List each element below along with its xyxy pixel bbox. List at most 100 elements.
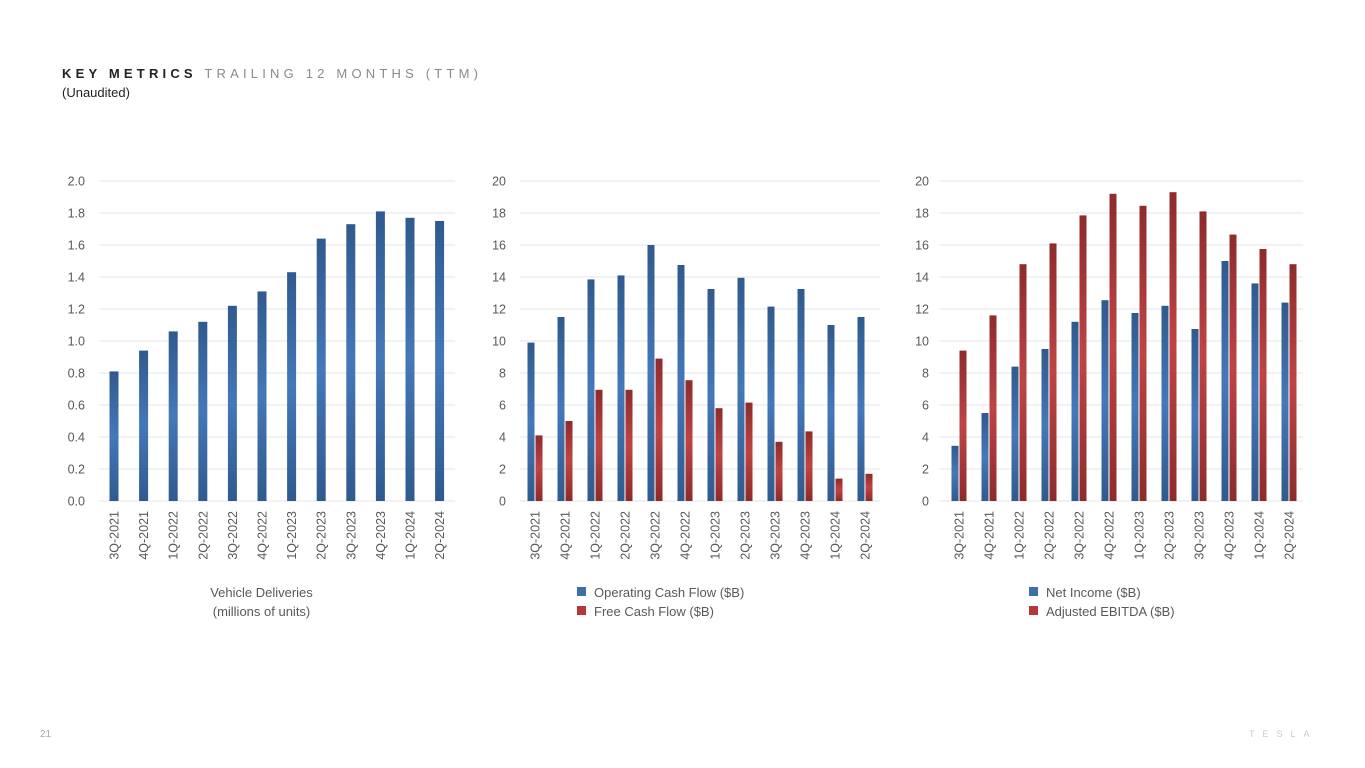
x-tick-label: 3Q-2023	[769, 511, 783, 560]
bar	[805, 431, 813, 501]
y-tick-label: 1.2	[68, 303, 85, 317]
x-tick-label: 3Q-2022	[226, 511, 240, 560]
bar	[951, 445, 959, 501]
bar	[1281, 302, 1289, 501]
bar	[1259, 249, 1267, 501]
brand-wordmark: TESLA	[1249, 729, 1318, 739]
bar	[745, 402, 753, 501]
x-tick-label: 3Q-2021	[953, 511, 967, 560]
bar	[857, 317, 865, 501]
x-tick-label: 3Q-2022	[1073, 511, 1087, 560]
bar	[587, 279, 595, 501]
x-tick-label: 4Q-2023	[1223, 511, 1237, 560]
bar	[1019, 264, 1027, 501]
bar	[989, 315, 997, 501]
y-tick-label: 18	[915, 207, 929, 221]
x-tick-label: 4Q-2022	[1103, 511, 1117, 560]
y-tick-label: 2	[499, 463, 506, 477]
x-tick-label: 4Q-2021	[559, 511, 573, 560]
x-tick-label: 1Q-2022	[167, 511, 181, 560]
y-tick-label: 6	[922, 399, 929, 413]
y-tick-label: 1.4	[68, 271, 85, 285]
bar	[527, 342, 535, 501]
x-tick-label: 1Q-2023	[1133, 511, 1147, 560]
chart-2: 0 2 4 6 8 10 12 14 16 18 20 3Q-2021 4Q-2021 1Q-2022 2Q…	[492, 175, 880, 619]
bar	[557, 317, 565, 501]
y-tick-label: 4	[922, 431, 929, 445]
bar	[1289, 264, 1297, 501]
legend-swatch	[577, 606, 586, 615]
bar	[677, 265, 685, 501]
bar	[707, 289, 715, 501]
y-tick-label: 14	[492, 271, 506, 285]
bar	[1131, 313, 1139, 501]
y-tick-label: 0.8	[68, 367, 85, 381]
y-tick-label: 10	[492, 335, 506, 349]
bar	[1161, 305, 1169, 501]
x-tick-label: 2Q-2023	[739, 511, 753, 560]
bar	[535, 435, 543, 501]
bar	[198, 321, 208, 501]
bar	[647, 245, 655, 501]
y-tick-label: 2.0	[68, 175, 85, 189]
bar	[435, 221, 445, 501]
x-tick-label: 3Q-2021	[529, 511, 543, 560]
legend-label: Free Cash Flow ($B)	[594, 604, 714, 619]
bar	[1041, 349, 1049, 501]
bar	[168, 331, 178, 501]
x-tick-label: 1Q-2022	[1013, 511, 1027, 560]
page-number: 21	[40, 729, 52, 740]
y-tick-label: 6	[499, 399, 506, 413]
bar	[1109, 193, 1117, 502]
x-tick-label: 4Q-2021	[137, 511, 151, 560]
x-tick-label: 4Q-2023	[799, 511, 813, 560]
chart-1: 0.0 0.2 0.4 0.6 0.8 1.0 1.2 1.4 1.6 1.8 2.0 3Q-2021…	[68, 175, 455, 619]
slide-header: KEY METRICS TRAILING 12 MONTHS (TTM) (Un…	[62, 66, 482, 100]
bar	[316, 238, 326, 501]
y-tick-label: 0.0	[68, 495, 85, 509]
x-tick-label: 1Q-2023	[285, 511, 299, 560]
x-tick-label: 1Q-2022	[589, 511, 603, 560]
bar	[827, 325, 835, 501]
chart-caption: (millions of units)	[213, 604, 311, 619]
x-tick-label: 2Q-2022	[1043, 511, 1057, 560]
bar	[565, 421, 573, 501]
bar	[775, 441, 783, 501]
title-light: TRAILING 12 MONTHS (TTM)	[204, 66, 483, 81]
bar	[257, 291, 267, 501]
y-tick-label: 1.0	[68, 335, 85, 349]
bar	[346, 224, 356, 501]
y-tick-label: 1.8	[68, 207, 85, 221]
x-tick-label: 3Q-2023	[1193, 511, 1207, 560]
y-tick-label: 0.4	[68, 431, 85, 445]
bar	[1221, 261, 1229, 501]
y-tick-label: 2	[922, 463, 929, 477]
y-tick-label: 8	[499, 367, 506, 381]
y-tick-label: 16	[492, 239, 506, 253]
chart-caption: Vehicle Deliveries	[210, 585, 313, 600]
x-tick-label: 4Q-2021	[983, 511, 997, 560]
y-tick-label: 0	[922, 495, 929, 509]
y-tick-label: 0.2	[68, 463, 85, 477]
bar	[405, 217, 415, 502]
bar	[1101, 300, 1109, 501]
y-tick-label: 16	[915, 239, 929, 253]
bar	[655, 358, 663, 501]
slide-subtitle: (Unaudited)	[62, 85, 130, 100]
y-tick-label: 20	[915, 175, 929, 189]
bar	[139, 350, 149, 501]
legend-swatch	[1029, 606, 1038, 615]
x-tick-label: 2Q-2023	[1163, 511, 1177, 560]
legend-label: Operating Cash Flow ($B)	[594, 585, 744, 600]
x-tick-label: 1Q-2024	[1253, 511, 1267, 560]
y-tick-label: 0.6	[68, 399, 85, 413]
legend-swatch	[577, 587, 586, 596]
bar	[715, 408, 723, 501]
x-tick-label: 2Q-2022	[196, 511, 210, 560]
slide-title: KEY METRICS TRAILING 12 MONTHS (TTM)	[62, 66, 482, 81]
x-tick-label: 3Q-2022	[649, 511, 663, 560]
x-tick-label: 3Q-2021	[108, 511, 122, 560]
bar	[1049, 243, 1057, 501]
bar	[1079, 215, 1087, 501]
